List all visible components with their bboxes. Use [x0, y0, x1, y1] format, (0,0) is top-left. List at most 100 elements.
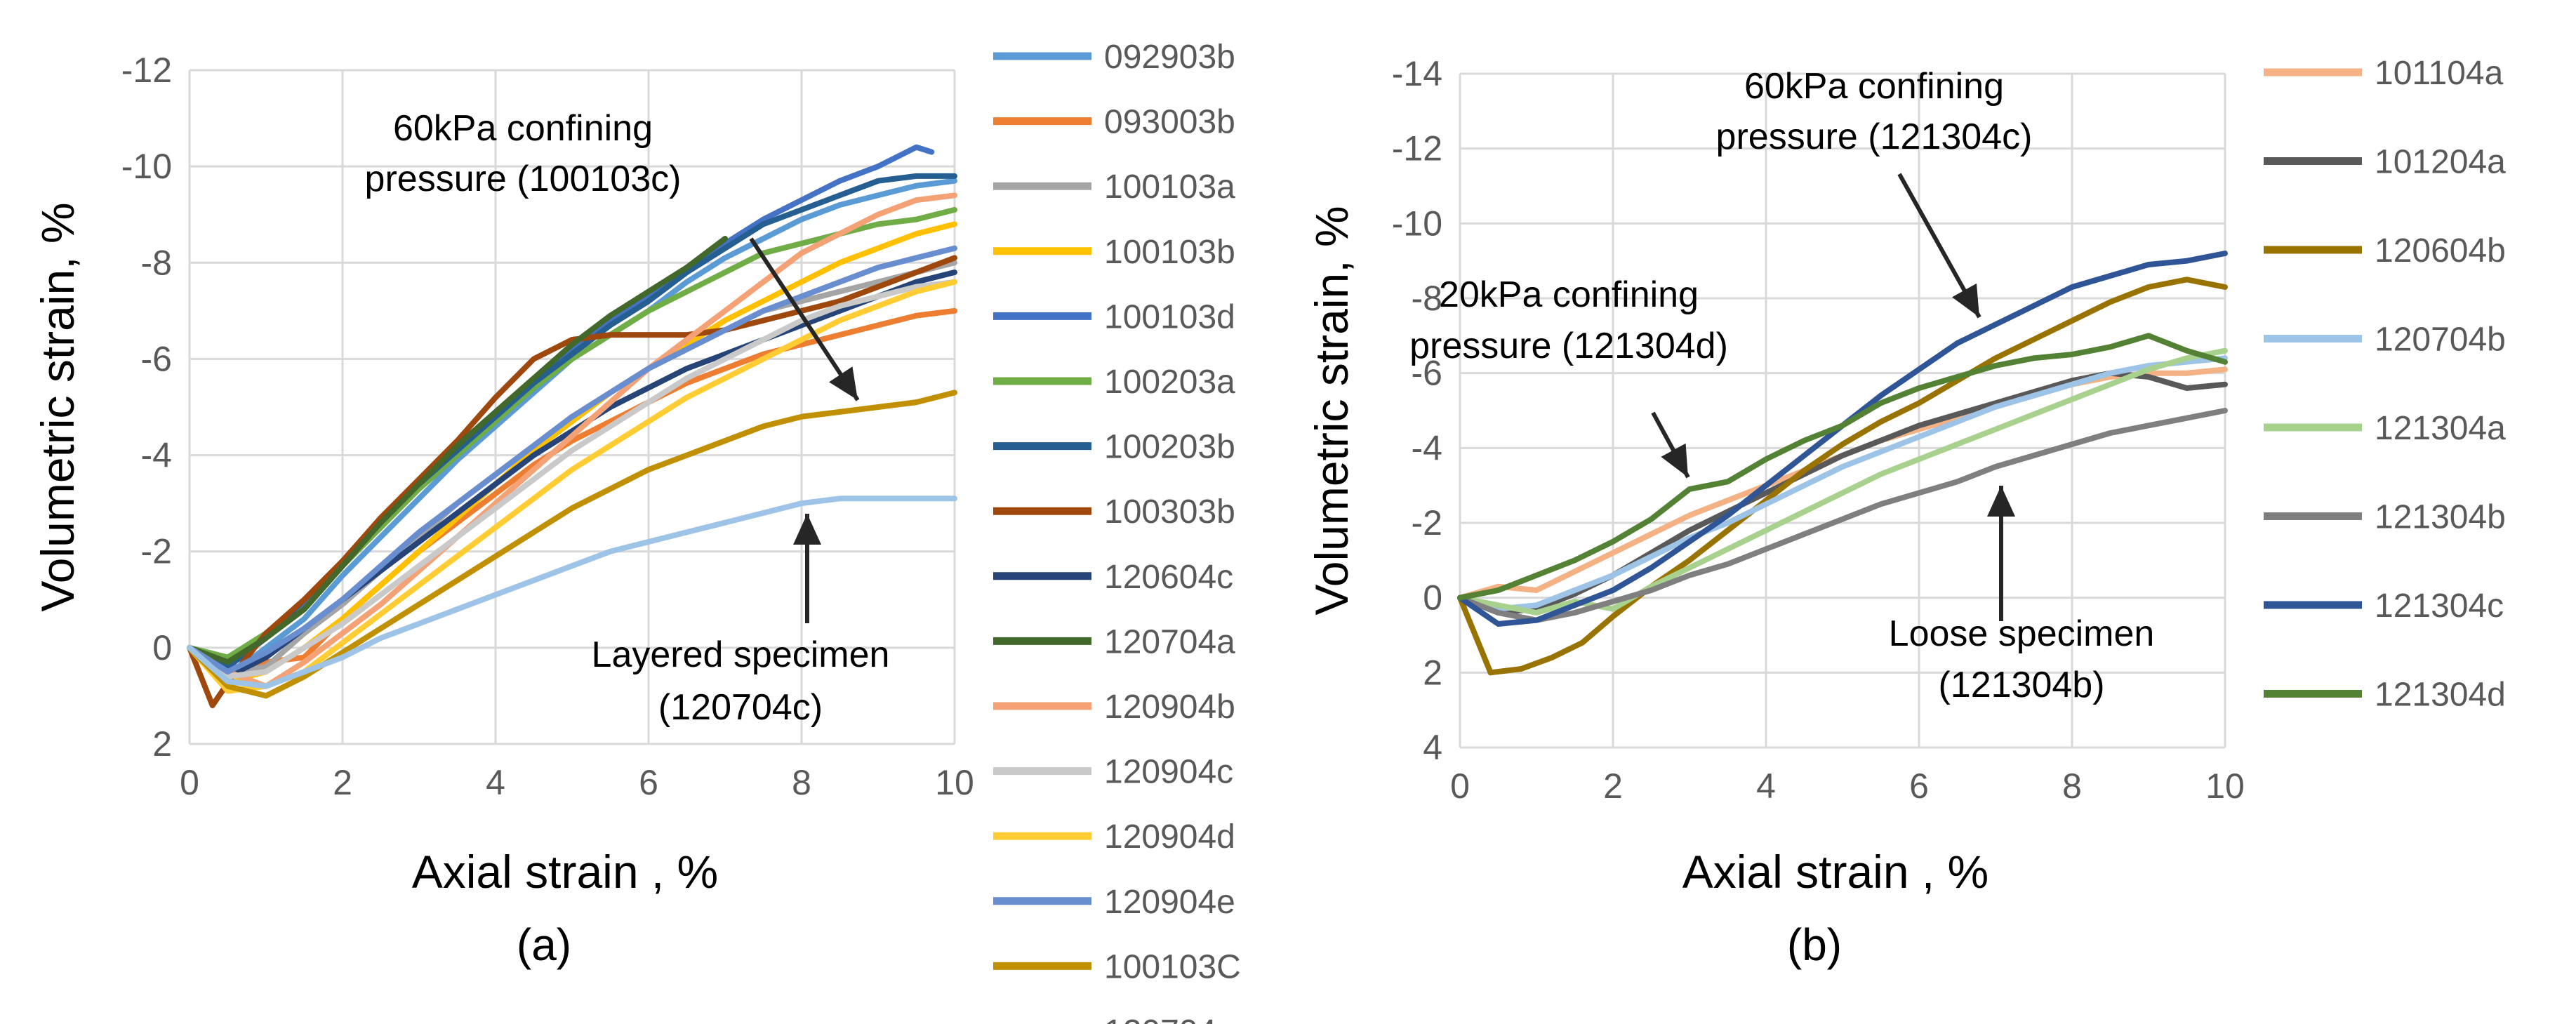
annotation: 60kPa confining pressure (100103c)	[365, 108, 860, 401]
legend-label: 120704c	[1104, 1013, 1233, 1024]
annotation-text: pressure (121304c)	[1716, 117, 2033, 157]
y-tick-label: -10	[1392, 204, 1442, 243]
x-tick-label: 0	[180, 763, 199, 802]
series-line-120704a	[187, 236, 728, 665]
annotation-text: Loose specimen	[1889, 613, 2155, 654]
legend-label: 100203b	[1104, 429, 1235, 466]
x-tick-label: 4	[1756, 766, 1776, 806]
legend-label: 100103b	[1104, 234, 1235, 271]
x-tick-label: 2	[1603, 766, 1623, 806]
x-tick-label: 8	[792, 763, 811, 802]
y-tick-label: 2	[152, 724, 172, 764]
series-line-120704b	[1457, 355, 2228, 612]
legend-label: 120904d	[1104, 818, 1235, 856]
annotation-arrowhead	[793, 514, 821, 545]
annotation-text: pressure (121304d)	[1409, 326, 1728, 366]
x-tick-label: 0	[1450, 766, 1470, 806]
annotation: 60kPa confining pressure (121304c)	[1716, 66, 2033, 319]
legend-label: 120704b	[2375, 321, 2506, 359]
panel-caption: (b)	[1787, 919, 1842, 970]
legend-label: 100103a	[1104, 168, 1235, 206]
y-tick-label: -10	[121, 147, 172, 186]
panel-caption: (a)	[517, 919, 571, 970]
x-tick-label: 2	[333, 763, 352, 802]
annotation-text: (121304b)	[1938, 665, 2104, 705]
annotation-text: 60kPa confining	[1744, 66, 2004, 107]
x-tick-label: 8	[2062, 766, 2082, 806]
y-tick-label: 0	[152, 628, 172, 667]
x-axis-title: Axial strain , %	[412, 846, 718, 898]
series-line-120904d	[187, 279, 957, 694]
legend-label: 100103d	[1104, 298, 1235, 335]
legend-label: 121304b	[2375, 499, 2506, 536]
annotation-text: pressure (100103c)	[365, 159, 682, 199]
legend-label: 101104a	[2375, 55, 2504, 92]
annotation-arrow	[749, 237, 860, 401]
legend: 092903b 093003b 100103a 100103b 100103d 10020…	[993, 39, 1241, 1024]
y-tick-label: -12	[121, 51, 172, 90]
series-line-100303b	[187, 255, 957, 709]
annotation-text: Layered specimen	[592, 634, 890, 675]
series-line-121304d	[1457, 333, 2228, 601]
x-tick-label: 10	[935, 763, 974, 802]
y-tick-label: 2	[1423, 653, 1442, 692]
y-tick-label: 4	[1423, 728, 1442, 767]
series-line-100103d	[187, 144, 935, 670]
y-tick-label: -2	[141, 532, 172, 571]
x-tick-label: 6	[639, 763, 658, 802]
y-tick-label: -4	[1412, 428, 1442, 467]
series-line-093003b	[187, 307, 957, 689]
y-tick-label: -4	[141, 436, 172, 475]
y-axis-title: Volumetric strain, %	[32, 202, 84, 611]
y-axis-title: Volumetric strain, %	[1306, 206, 1357, 615]
y-tick-label: -8	[141, 243, 172, 282]
annotation: 20kPa confining pressure (121304d)	[1409, 274, 1728, 479]
annotation-arrowhead	[1987, 486, 2015, 517]
annotation: Layered specimen (120704c)	[592, 514, 890, 728]
x-axis-title: Axial strain , %	[1682, 846, 1989, 898]
legend-label: 120904b	[1104, 689, 1235, 726]
legend-label: 120604b	[2375, 232, 2506, 270]
legend-label: 120904c	[1104, 754, 1233, 791]
series-line-120904e	[187, 245, 957, 675]
annotation-arrowhead	[1661, 443, 1688, 477]
legend-label: 121304d	[2375, 677, 2506, 714]
legend-label: 120604c	[1104, 559, 1233, 596]
series-line-121304a	[1457, 347, 2228, 616]
legend-label: 121304c	[2375, 587, 2504, 625]
legend-label: 120904e	[1104, 884, 1235, 921]
legend-label: 121304a	[2375, 410, 2506, 447]
legend-label: 101204a	[2375, 144, 2506, 181]
series-line-120704c	[187, 496, 957, 689]
annotation-text: (120704c)	[658, 687, 823, 728]
series-line-121304b	[1457, 408, 2228, 623]
y-tick-label: -12	[1392, 129, 1442, 168]
annotation-text: 20kPa confining	[1439, 274, 1699, 315]
legend-label: 100103C	[1104, 948, 1241, 985]
legend-label: 100203a	[1104, 364, 1235, 401]
y-tick-label: -6	[141, 339, 172, 378]
x-tick-label: 10	[2205, 766, 2245, 806]
legend: 101104a 101204a 120604b 120704b 121304a 12130…	[2264, 55, 2506, 714]
annotation: Loose specimen (121304b)	[1889, 486, 2155, 705]
series-line-101104a	[1457, 366, 2228, 601]
legend-label: 100303b	[1104, 493, 1235, 531]
y-tick-label: -2	[1412, 503, 1442, 543]
legend-label: 093003b	[1104, 104, 1235, 141]
y-tick-label: -8	[1412, 279, 1442, 318]
y-tick-label: 0	[1423, 578, 1442, 618]
y-tick-label: -6	[1412, 354, 1442, 393]
y-tick-label: -14	[1392, 54, 1442, 93]
series-line-120604b	[1457, 277, 2228, 676]
legend-label: 092903b	[1104, 39, 1235, 76]
annotation-text: 60kPa confining	[393, 108, 653, 149]
series-line-120904b	[187, 192, 957, 689]
annotation-arrowhead	[829, 366, 858, 400]
annotation-arrowhead	[1952, 283, 1979, 317]
x-tick-label: 6	[1909, 766, 1929, 806]
series-line-120904c	[187, 279, 957, 679]
legend-label: 120704a	[1104, 623, 1235, 660]
